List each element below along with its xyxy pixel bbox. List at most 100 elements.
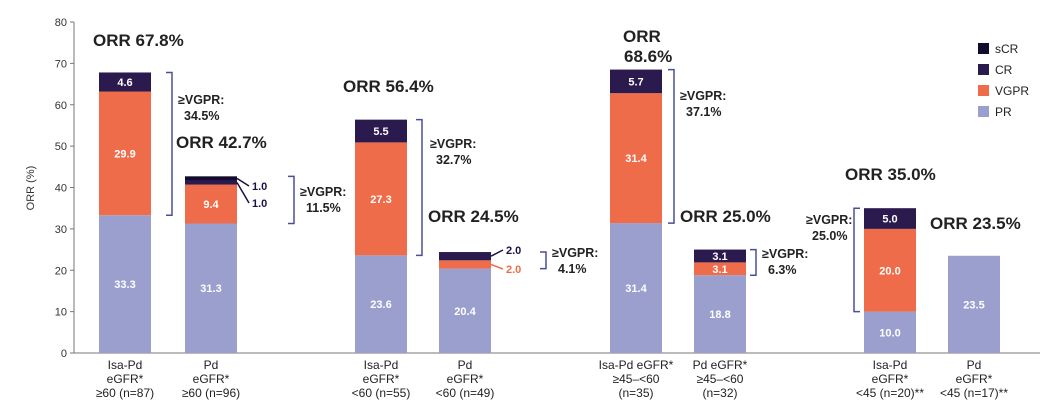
bar-vgpr-label: 3.1 <box>712 264 727 276</box>
bar-scr-segment <box>185 176 237 181</box>
vgpr-label: ≥VGPR: <box>806 213 852 227</box>
bar-vgpr-label: 29.9 <box>114 148 135 160</box>
category-label: eGFR* <box>872 372 909 386</box>
leader-line <box>236 177 250 187</box>
vgpr-value: 11.5% <box>306 201 341 215</box>
y-tick-label: 10 <box>55 307 67 319</box>
category-label: ≥45–<60 <box>613 372 660 386</box>
vgpr-label: ≥VGPR: <box>430 137 476 151</box>
category-label: eGFR* <box>193 372 230 386</box>
vgpr-bracket <box>668 68 675 224</box>
vgpr-value: 32.7% <box>436 153 471 167</box>
bar-pr-segment <box>610 223 662 353</box>
bar-vgpr-segment <box>864 228 916 312</box>
y-tick-label: 50 <box>55 141 67 153</box>
vgpr-value: 34.5% <box>184 109 219 123</box>
bar-pr-segment <box>355 255 407 353</box>
bar-pr-segment <box>185 223 237 353</box>
bar-pr-segment <box>864 311 916 353</box>
legend-label-vgpr: VGPR <box>995 84 1029 98</box>
bar-vgpr-segment <box>185 184 237 224</box>
category-label: Pd <box>204 358 219 372</box>
bar-cr-segment <box>185 180 237 185</box>
orr-annotation: ORR 67.8% <box>93 31 184 50</box>
bar-vgpr-label: 9.4 <box>203 199 219 211</box>
vgpr-value: 25.0% <box>812 229 847 243</box>
vgpr-bracket <box>750 248 757 276</box>
y-axis-title: ORR (%) <box>25 166 37 211</box>
vgpr-label: ≥VGPR: <box>552 246 598 260</box>
vgpr-bracket <box>853 207 860 313</box>
vgpr-bracket <box>416 118 423 257</box>
orr-annotation: ORR 35.0% <box>845 165 936 184</box>
bar-vgpr-segment <box>610 93 662 224</box>
category-label: <60 (n=49) <box>436 386 495 400</box>
legend-swatch-vgpr <box>978 85 989 96</box>
category-label: eGFR* <box>447 372 484 386</box>
vgpr-label: ≥VGPR: <box>680 89 726 103</box>
vgpr-value: 37.1% <box>686 105 721 119</box>
orr-annotation: ORR 23.5% <box>930 214 1021 233</box>
vgpr-bracket <box>288 175 295 225</box>
side-value-label: 2.0 <box>506 245 521 257</box>
vgpr-label: ≥VGPR: <box>178 93 224 107</box>
bar-cr-segment <box>439 252 491 261</box>
y-tick-label: 30 <box>55 224 67 236</box>
bar-pr-label: 31.4 <box>625 283 647 295</box>
orr-annotation: ORR 56.4% <box>343 77 434 96</box>
category-label: eGFR* <box>956 372 993 386</box>
bar-vgpr-label: 27.3 <box>370 194 391 206</box>
category-label: eGFR* <box>107 372 144 386</box>
category-label: eGFR* <box>363 372 400 386</box>
bar-pr-label: 20.4 <box>454 306 476 318</box>
category-label: <60 (n=55) <box>352 386 411 400</box>
category-label: <45 (n=20)** <box>856 386 924 400</box>
category-label: ≥60 (n=87) <box>96 386 154 400</box>
y-tick-label: 40 <box>55 183 67 195</box>
category-label: ≥60 (n=96) <box>182 386 240 400</box>
side-value-label: 2.0 <box>506 264 521 276</box>
legend-swatch-pr <box>978 106 989 117</box>
bar-cr-label: 5.0 <box>882 214 897 226</box>
bar-pr-label: 33.3 <box>114 279 135 291</box>
bar-pr-segment <box>439 268 491 353</box>
vgpr-bracket <box>166 71 173 216</box>
category-label: <45 (n=17)** <box>940 386 1008 400</box>
category-label: Pd <box>967 358 982 372</box>
bar-cr-segment <box>864 208 916 229</box>
orr-annotation: 68.6% <box>624 47 672 66</box>
bar-pr-segment <box>694 275 746 353</box>
leader-line <box>490 249 504 257</box>
category-label: Isa-Pd <box>873 358 908 372</box>
bar-cr-segment <box>99 72 151 92</box>
y-tick-label: 80 <box>55 17 67 29</box>
bar-pr-label: 31.3 <box>200 283 221 295</box>
y-tick-label: 60 <box>55 100 67 112</box>
category-label: Pd eGFR* <box>693 358 748 372</box>
legend-label-scr: sCR <box>995 42 1019 56</box>
legend-label-pr: PR <box>995 105 1012 119</box>
legend: sCR CR VGPR PR <box>978 42 1029 119</box>
bar-pr-label: 18.8 <box>709 309 730 321</box>
category-label: (n=35) <box>618 386 653 400</box>
bar-vgpr-segment <box>355 142 407 256</box>
bar-cr-segment <box>355 119 407 143</box>
category-label: (n=32) <box>702 386 737 400</box>
annotations: 1.0 1.0 2.0 2.0 ORR 67.8% ORR 42.7% ORR 56.4% O… <box>93 27 1021 313</box>
bar-cr-label: 5.7 <box>628 76 643 88</box>
category-label: Isa-Pd <box>108 358 143 372</box>
bar-cr-label: 3.1 <box>712 251 727 263</box>
orr-annotation: ORR 42.7% <box>176 133 267 152</box>
leader-line <box>490 263 504 270</box>
orr-annotation: ORR 24.5% <box>428 207 519 226</box>
vgpr-label: ≥VGPR: <box>300 185 346 199</box>
vgpr-value: 6.3% <box>768 263 797 277</box>
legend-swatch-scr <box>978 43 989 54</box>
legend-swatch-cr <box>978 64 989 75</box>
bar-pr-label: 10.0 <box>879 327 900 339</box>
category-label: Isa-Pd eGFR* <box>599 358 674 372</box>
category-label: Isa-Pd <box>364 358 399 372</box>
bar-vgpr-label: 20.0 <box>879 265 900 277</box>
